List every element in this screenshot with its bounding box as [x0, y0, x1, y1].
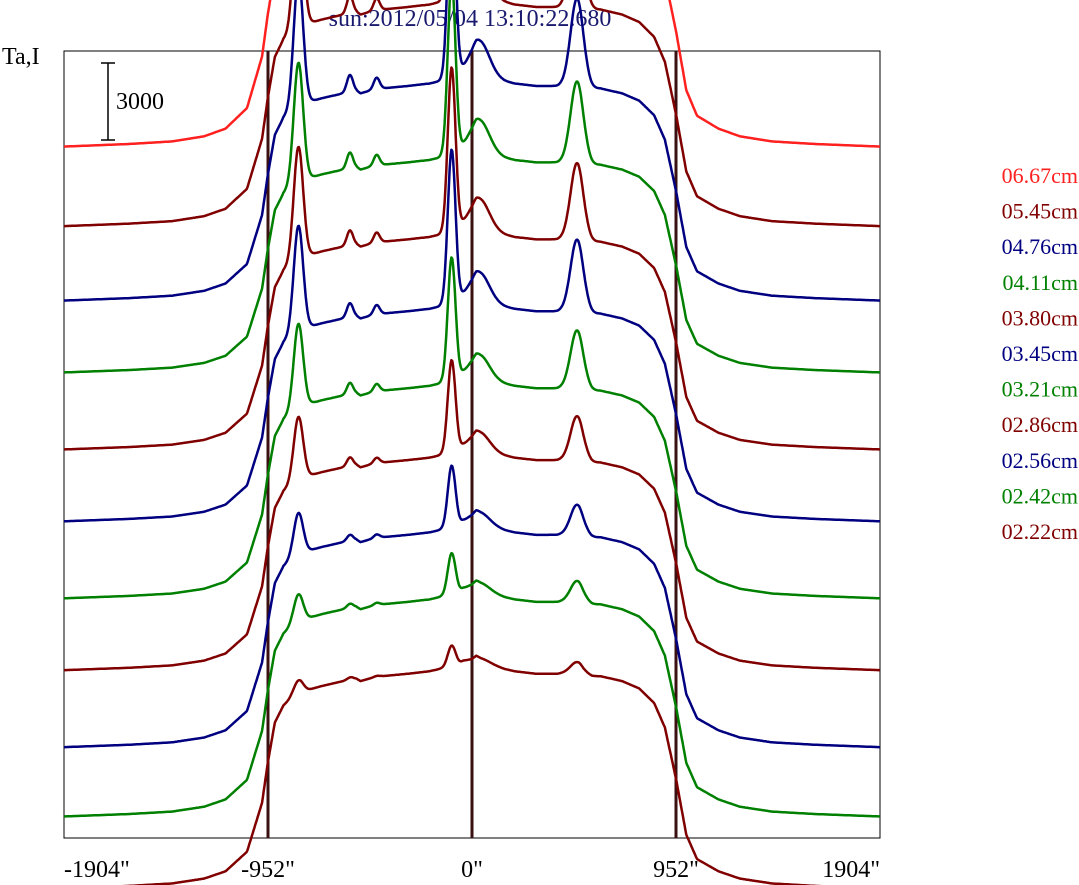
legend: 06.67cm 05.45cm 04.76cm 04.11cm 03.80cm 03.45…: [1002, 163, 1078, 544]
series-line-02.86cm: [63, 358, 881, 672]
series-layer: [63, 0, 881, 885]
legend-entry: 02.86cm: [1002, 412, 1078, 437]
legend-entry: 06.67cm: [1002, 163, 1078, 188]
x-tick-label: 952": [653, 857, 699, 883]
y-axis-label: Ta,I: [2, 44, 40, 70]
series-line-02.22cm: [119, 644, 825, 885]
scale-bar-label: 3000: [116, 89, 164, 115]
series-line-05.45cm: [63, 0, 881, 228]
legend-entry: 02.22cm: [1002, 519, 1078, 544]
series-line-02.56cm: [63, 464, 881, 749]
legend-entry: 03.21cm: [1002, 377, 1078, 402]
legend-entry: 04.76cm: [1002, 234, 1078, 259]
legend-entry: 05.45cm: [1002, 199, 1078, 224]
series-line-02.42cm: [63, 551, 881, 818]
series-line-03.45cm: [63, 148, 881, 523]
chart-title: sun:2012/05/04 13:10:22.680: [329, 6, 612, 32]
scale-bar: 3000: [101, 62, 164, 141]
x-tick-labels: -1904" -952" 0" 952" 1904": [64, 857, 880, 883]
legend-entry: 04.11cm: [1002, 270, 1078, 295]
x-tick-label: -952": [241, 857, 295, 883]
legend-entry: 03.80cm: [1002, 305, 1078, 330]
series-line-03.21cm: [63, 256, 881, 600]
series-line-06.67cm: [63, 0, 881, 148]
x-tick-label: -1904": [64, 857, 130, 883]
series-line-03.80cm: [63, 66, 881, 451]
x-tick-label: 0": [461, 857, 483, 883]
legend-entry: 03.45cm: [1002, 341, 1078, 366]
series-line-04.11cm: [63, 0, 881, 374]
series-line-04.76cm: [63, 0, 881, 302]
legend-entry: 02.56cm: [1002, 448, 1078, 473]
legend-entry: 02.42cm: [1002, 483, 1078, 508]
x-tick-label: 1904": [822, 857, 880, 883]
